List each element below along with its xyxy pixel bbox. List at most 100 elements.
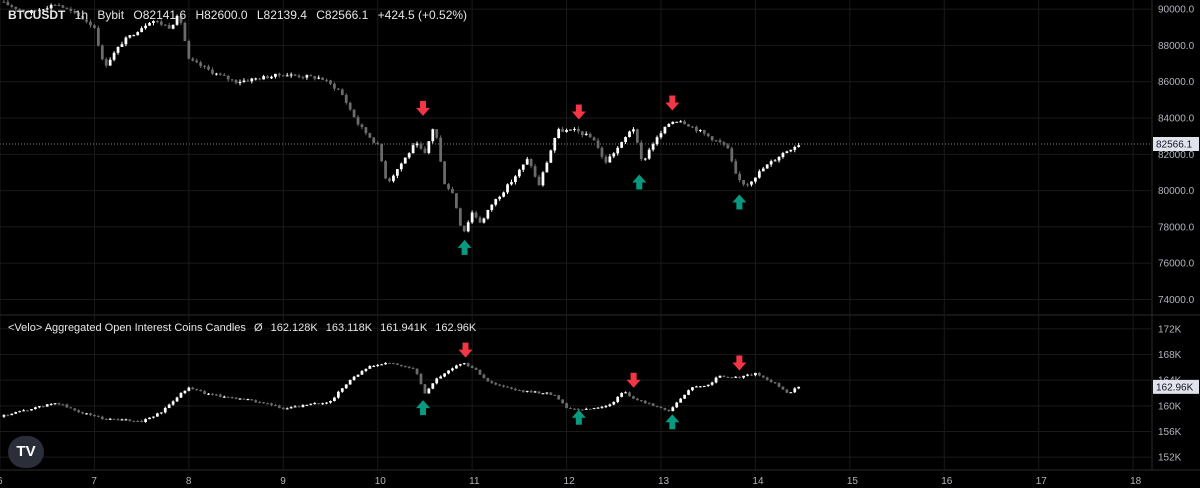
candle-body <box>380 364 384 366</box>
candle-body <box>474 212 478 218</box>
candle-body <box>435 378 439 384</box>
candle-body <box>399 163 403 170</box>
symbol-name[interactable]: BTCUSDT <box>8 8 66 22</box>
candle-body <box>616 147 620 154</box>
candle-body <box>348 102 352 110</box>
candle-body <box>37 9 41 11</box>
candle-body <box>757 372 761 376</box>
candle-body <box>199 389 203 392</box>
candle-body <box>104 418 108 420</box>
candle-body <box>297 75 301 78</box>
candle-body <box>632 129 635 132</box>
candle-body <box>517 390 521 392</box>
candle-body <box>789 149 793 152</box>
candle-body <box>34 10 37 12</box>
candle-body <box>545 392 549 394</box>
candle-body <box>258 402 262 404</box>
candle-body <box>773 382 777 384</box>
candle-body <box>553 138 557 151</box>
candle-body <box>592 137 596 141</box>
candle-body <box>506 386 509 388</box>
candle-body <box>167 404 171 408</box>
candle-body <box>683 121 686 125</box>
candle-body <box>486 378 490 382</box>
candle-body <box>411 145 415 154</box>
candle-body <box>250 399 254 401</box>
candle-body <box>100 416 104 419</box>
candle-body <box>266 76 269 79</box>
candle-body <box>293 74 297 76</box>
x-tick-label: 12 <box>564 476 576 487</box>
candle-body <box>250 78 254 82</box>
candle-body <box>742 375 745 378</box>
candle-body <box>136 32 140 36</box>
candle-body <box>211 69 214 74</box>
candle-body <box>706 384 710 386</box>
candle-body <box>246 80 250 82</box>
candle-body <box>218 394 222 397</box>
candle-body <box>85 19 88 22</box>
arrow-up-icon <box>457 239 472 255</box>
candle-body <box>533 391 537 393</box>
candle-body <box>588 133 592 138</box>
candle-body <box>639 400 643 402</box>
candle-body <box>65 404 69 408</box>
candle-body <box>521 164 525 170</box>
y-tick-label: 84000.0 <box>1158 113 1195 124</box>
candle-body <box>765 164 769 169</box>
candle-body <box>179 15 183 23</box>
candle-body <box>10 5 14 7</box>
tradingview-logo-icon[interactable]: TV <box>8 436 44 468</box>
candle-body <box>360 124 364 128</box>
candle-body <box>352 376 356 380</box>
candle-body <box>132 420 136 422</box>
candle-body <box>675 121 679 123</box>
candle-body <box>651 403 655 406</box>
candle-body <box>49 404 53 406</box>
candle-body <box>187 387 191 391</box>
arrow-up-icon <box>632 174 647 190</box>
candle-body <box>584 408 588 410</box>
candle-body <box>368 133 372 138</box>
y-tick-label: 168K <box>1158 350 1182 361</box>
candle-body <box>69 8 73 11</box>
candle-body <box>22 410 25 412</box>
candle-body <box>89 413 92 416</box>
candle-body <box>336 391 340 398</box>
last-value-tag <box>1153 379 1199 394</box>
candle-body <box>667 409 671 412</box>
high-value: H82600.0 <box>195 8 248 22</box>
candle-body <box>529 390 533 393</box>
candle-body <box>281 407 285 409</box>
candle-body <box>636 398 639 401</box>
candle-body <box>85 413 88 415</box>
candle-body <box>624 137 627 143</box>
x-tick-label: 15 <box>847 476 859 487</box>
candle-body <box>761 375 765 378</box>
candle-body <box>628 131 631 138</box>
candle-body <box>663 126 667 134</box>
candle-body <box>466 363 470 367</box>
interval-label[interactable]: 1h <box>74 8 89 22</box>
candle-body <box>451 188 454 194</box>
candle-body <box>277 405 281 408</box>
candle-body <box>541 172 545 186</box>
candle-body <box>384 362 387 365</box>
candle-body <box>329 401 332 403</box>
candle-body <box>195 389 199 391</box>
candle-body <box>624 392 627 394</box>
candle-body <box>254 78 258 80</box>
candle-body <box>639 142 643 160</box>
candle-body <box>777 156 781 161</box>
candle-body <box>6 415 10 417</box>
x-tick-label: 8 <box>186 476 192 487</box>
candle-body <box>478 369 482 375</box>
candle-body <box>53 4 57 6</box>
candle-body <box>439 376 443 379</box>
candle-body <box>620 393 624 397</box>
candle-body <box>671 121 675 124</box>
candle-body <box>226 396 230 398</box>
candle-body <box>305 404 309 406</box>
candle-body <box>628 392 631 397</box>
oi-indicator-name[interactable]: <Velo> Aggregated Open Interest Coins Ca… <box>8 322 246 334</box>
